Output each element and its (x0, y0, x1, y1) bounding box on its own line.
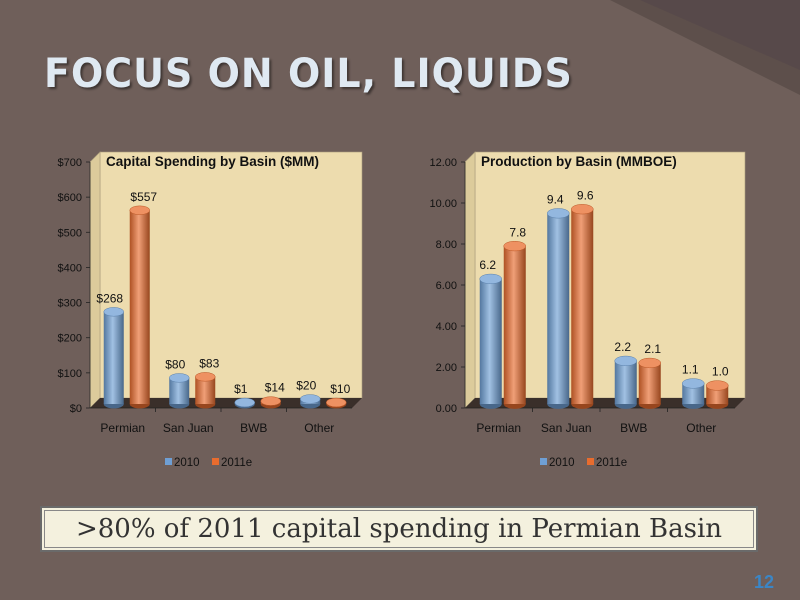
callout-text: >80% of 2011 capital spending in Permian… (75, 514, 723, 544)
y-tick-label: $400 (58, 262, 82, 274)
x-tick-label-bwb: BWB (240, 421, 267, 435)
legend-label-2011e: 2011e (221, 457, 252, 469)
x-tick-label-other: Other (686, 421, 716, 435)
bar-2011e-permian (503, 241, 526, 409)
y-tick-label: 8.00 (436, 239, 457, 251)
bar-2010-other (682, 378, 705, 409)
data-label-2010-permian: $268 (96, 291, 123, 305)
bar-2010-bwb (234, 397, 255, 409)
data-label-2011e-san-juan: 9.6 (577, 188, 594, 202)
data-label-2011e-permian: $557 (130, 190, 157, 204)
bar-2011e-san-juan (571, 204, 594, 409)
bar-2011e-other (706, 380, 729, 409)
y-tick-label: $500 (58, 227, 82, 239)
x-tick-label-permian: Permian (100, 421, 145, 435)
x-tick-label-bwb: BWB (620, 421, 647, 435)
y-tick-label: $300 (58, 298, 82, 310)
data-label-2010-bwb: $1 (234, 382, 248, 396)
production-chart: 0.00 2.00 4.00 6.00 8.00 10.00 12.00 Permian 6.2… (429, 151, 746, 469)
data-label-2010-san-juan: 9.4 (547, 192, 564, 206)
capital-spending-chart: $0 $100 $200 $300 $400 $500 $600 $700 Permian $26… (58, 151, 363, 469)
y-tick-label: $600 (58, 192, 82, 204)
bar-2010-permian (103, 307, 124, 409)
bar-2011e-bwb (638, 357, 661, 409)
data-label-2010-bwb: 2.2 (614, 340, 631, 354)
bar-2010-san-juan (547, 208, 570, 409)
data-label-2010-permian: 6.2 (479, 258, 496, 272)
data-label-2011e-other: 1.0 (712, 365, 729, 379)
bar-2010-permian (479, 273, 502, 409)
y-tick-label: $700 (58, 157, 82, 169)
bar-2010-other (300, 394, 321, 409)
data-label-2010-other: 1.1 (682, 363, 699, 377)
bar-2011e-other (326, 397, 347, 409)
legend-swatch-2010 (540, 458, 547, 465)
y-tick-label: $200 (58, 333, 82, 345)
data-label-2011e-permian: 7.8 (509, 225, 526, 239)
y-tick-label: 6.00 (436, 280, 457, 292)
legend-swatch-2011e (587, 458, 594, 465)
y-tick-label: 0.00 (436, 403, 457, 415)
x-tick-label-other: Other (304, 421, 334, 435)
x-tick-label-permian: Permian (476, 421, 521, 435)
slide-title: FOCUS ON OIL, LIQUIDS (44, 50, 573, 97)
plot-area-side-wall (464, 151, 476, 409)
x-tick-label-san-juan: San Juan (163, 421, 214, 435)
y-tick-label: 2.00 (436, 362, 457, 374)
bar-2011e-bwb (260, 396, 281, 409)
bar-2011e-permian (129, 205, 150, 409)
data-label-2011e-bwb: 2.1 (644, 342, 661, 356)
y-tick-label: 12.00 (429, 157, 457, 169)
y-tick-label: $0 (70, 403, 82, 415)
data-label-2011e-bwb: $14 (265, 381, 285, 395)
callout-box: >80% of 2011 capital spending in Permian… (40, 506, 758, 552)
legend-swatch-2011e (212, 458, 219, 465)
plot-area-floor (465, 398, 745, 408)
legend-label-2010: 2010 (174, 457, 200, 469)
chart-title: Production by Basin (MMBOE) (481, 154, 677, 169)
data-label-2011e-other: $10 (330, 382, 350, 396)
y-tick-label: 10.00 (429, 198, 457, 210)
legend-swatch-2010 (165, 458, 172, 465)
bar-2010-bwb (614, 355, 637, 409)
y-tick-label: $100 (58, 368, 82, 380)
data-label-2011e-san-juan: $83 (199, 356, 219, 370)
y-tick-label: 4.00 (436, 321, 457, 333)
plot-area-floor (90, 398, 362, 408)
legend-label-2010: 2010 (549, 457, 575, 469)
bar-2011e-san-juan (195, 372, 216, 409)
page-number: 12 (753, 572, 774, 592)
chart-title: Capital Spending by Basin ($MM) (106, 154, 319, 169)
x-tick-label-san-juan: San Juan (541, 421, 592, 435)
bar-2010-san-juan (169, 373, 190, 409)
legend-label-2011e: 2011e (596, 457, 627, 469)
data-label-2010-san-juan: $80 (165, 357, 185, 371)
data-label-2010-other: $20 (296, 379, 316, 393)
